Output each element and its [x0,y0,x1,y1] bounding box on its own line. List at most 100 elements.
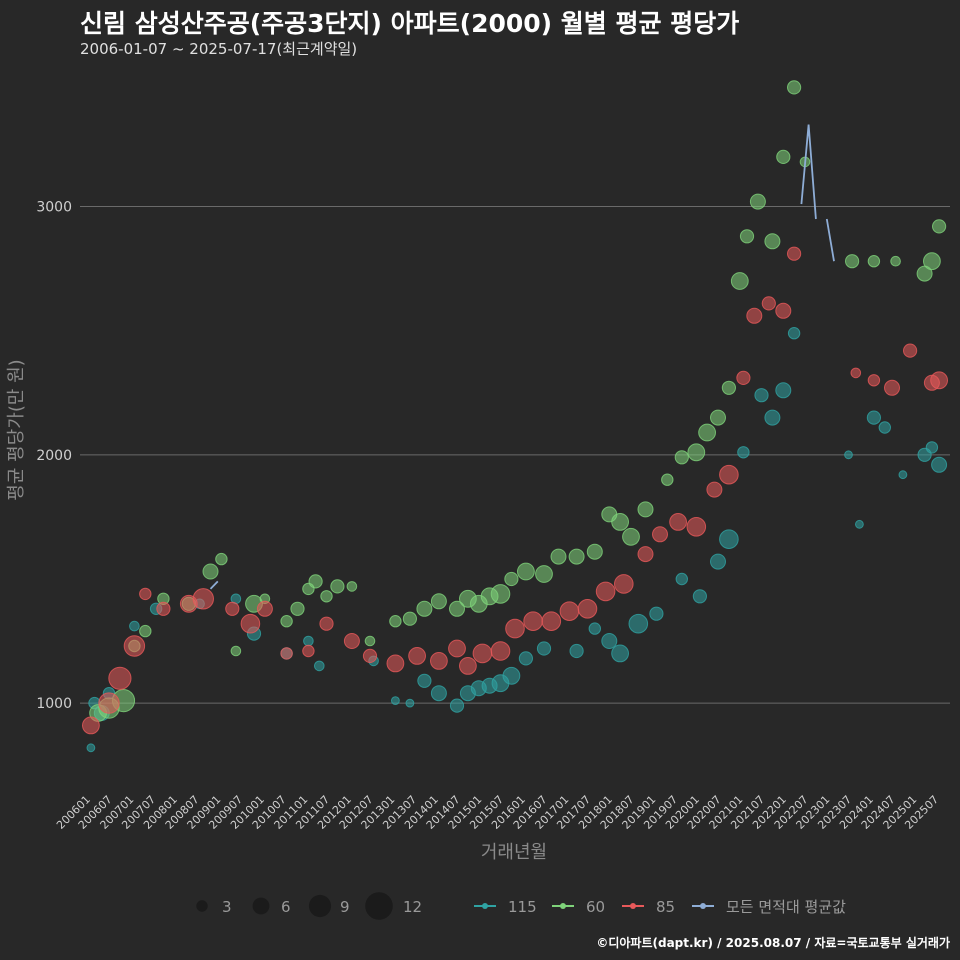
point-115 [314,660,325,672]
point-60 [674,450,689,465]
point-85 [362,648,378,664]
point-60 [764,233,781,250]
point-85 [386,654,405,673]
point-60 [330,579,345,594]
point-115 [675,572,688,586]
point-60 [550,548,567,565]
point-115 [417,673,432,688]
point-60 [687,443,706,462]
point-85 [256,600,273,617]
size-legend-label: 6 [281,898,291,916]
legend: 3 6 9 12 115 60 85 모든 면적대 평균값 [196,892,846,920]
point-85 [280,647,293,660]
legend-label: 85 [656,898,675,916]
point-60 [749,193,766,210]
point-60 [923,252,941,271]
point-115 [764,409,781,426]
point-85 [430,652,448,670]
point-60 [230,645,242,657]
point-85 [669,513,687,531]
point-60 [845,254,860,269]
point-60 [416,600,433,617]
point-60 [890,255,901,267]
point-85 [319,616,334,631]
point-85 [787,246,802,261]
point-60 [402,611,417,626]
point-85 [108,666,132,690]
point-60 [867,255,881,268]
point-85 [706,481,723,498]
y-tick-label: 3000 [36,200,72,216]
point-115 [449,698,465,713]
point-60 [710,409,726,426]
point-115 [569,643,584,659]
legend-label: 모든 면적대 평균값 [726,898,846,916]
point-60 [364,635,376,647]
y-axis-label: 평균 평당가(만 원) [6,359,27,500]
source-caption: ©디아파트(dapt.kr) / 2025.08.07 / 자료=국토교통부 실… [596,936,950,950]
legend-swatch-dot [560,903,566,909]
point-115 [692,589,708,604]
point-85 [82,716,100,735]
point-115 [628,613,649,634]
legend-swatch-dot [482,903,488,909]
point-85 [156,601,171,616]
point-85 [637,546,654,563]
point-60 [787,80,802,95]
point-60 [721,380,737,395]
point-60 [202,563,219,580]
point-60 [739,229,755,244]
chart-title: 신림 삼성산주공(주공3단지) 아파트(2000) 월별 평균 평당가 [80,9,740,38]
point-85 [192,588,215,610]
point-60 [637,501,654,518]
point-85 [559,601,580,622]
point-85 [459,657,477,675]
point-85 [930,371,948,390]
point-60 [308,574,323,589]
point-115 [878,421,891,434]
point-60 [389,615,402,628]
point-115 [588,622,601,635]
point-85 [302,644,315,658]
size-legend-label: 12 [403,898,422,916]
x-axis-ticks: 2006012006072007012007072008012008072009… [54,793,941,832]
point-60 [290,601,305,616]
point-115 [775,382,792,399]
size-legend-dot [308,894,332,918]
point-85 [719,464,739,485]
point-85 [867,374,881,387]
point-60 [776,149,791,164]
point-85 [123,635,146,657]
size-legend-dot [365,892,393,920]
point-60 [535,565,553,583]
y-axis-ticks: 1000 2000 3000 [36,200,72,713]
point-60 [346,581,358,592]
point-115 [787,327,801,340]
point-85 [225,601,240,616]
point-85 [472,643,493,664]
point-85 [541,611,562,632]
legend-label: 60 [586,898,605,916]
point-60 [490,584,511,604]
point-60 [932,219,947,234]
point-85 [850,367,862,379]
legend-label: 115 [508,898,537,916]
point-60 [586,543,603,560]
point-85 [746,307,763,324]
point-115 [502,666,521,685]
size-legend-label: 3 [222,898,232,916]
point-85 [505,618,525,639]
point-115 [129,620,140,632]
point-85 [98,692,120,714]
point-115 [925,441,939,454]
point-115 [611,644,629,663]
point-115 [601,633,618,649]
point-85 [652,526,668,543]
point-115 [430,685,447,702]
average-line-segment [800,124,817,220]
point-115 [866,410,882,425]
y-tick-label: 1000 [36,696,72,712]
point-60 [320,590,333,603]
point-115 [405,698,415,708]
point-85 [595,581,616,602]
